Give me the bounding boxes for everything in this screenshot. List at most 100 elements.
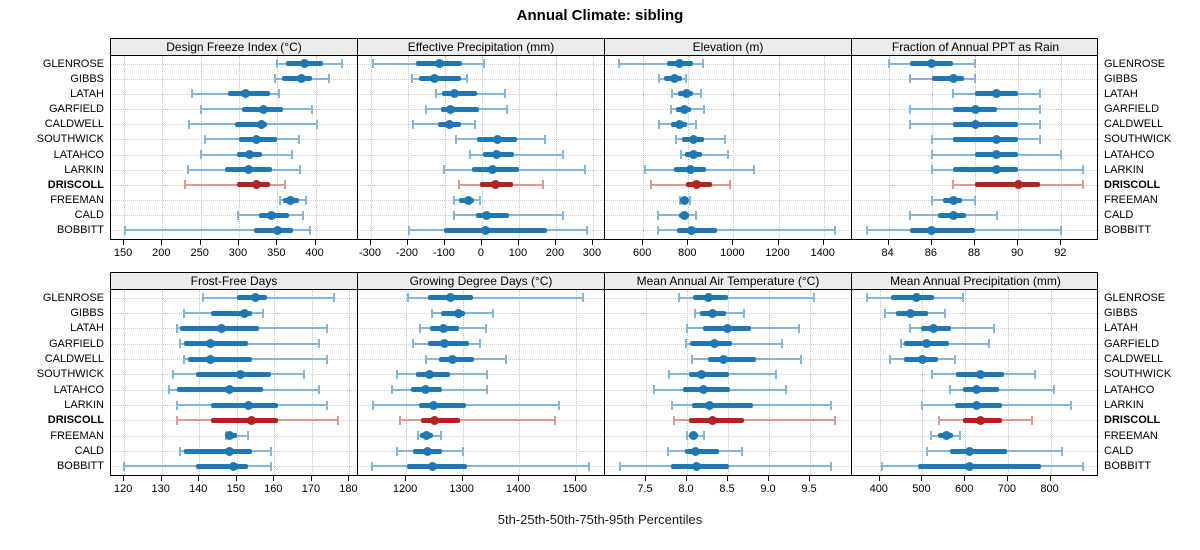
median-dot: [434, 59, 444, 69]
axis-tick: [405, 476, 407, 481]
interquartile-bar: [184, 341, 249, 347]
axis-tick: [123, 476, 125, 481]
median-dot: [422, 431, 432, 441]
site-label-right: LATAH: [1104, 322, 1138, 335]
median-dot: [251, 293, 261, 303]
axis-tick-label: 1300: [449, 483, 474, 495]
axis-tick-label: 180: [339, 483, 358, 495]
grid-line-horizontal: [852, 435, 1099, 437]
grid-line-vertical: [688, 56, 690, 238]
median-dot: [206, 339, 216, 349]
interquartile-bar: [195, 463, 249, 469]
grid-line-vertical: [965, 290, 967, 474]
median-dot: [722, 323, 732, 333]
whisker-cap-low: [644, 165, 647, 175]
median-dot: [689, 431, 699, 441]
grid-line-vertical: [370, 56, 372, 238]
whisker-cap-high: [544, 134, 547, 144]
whisker-cap-low: [454, 134, 457, 144]
axis-tick-label: 9.5: [801, 483, 817, 495]
axis-tick: [443, 240, 445, 245]
plot-row: [110, 56, 1099, 240]
whisker-cap-low: [900, 339, 903, 349]
whisker-cap-low: [952, 89, 955, 99]
median-dot: [481, 225, 491, 235]
whisker-cap-high: [310, 104, 313, 114]
grid-line-vertical: [975, 56, 976, 238]
whisker-cap-high: [290, 150, 293, 160]
whisker-cap-high: [247, 431, 250, 441]
whisker-cap-low: [175, 323, 178, 333]
interquartile-bar: [953, 167, 1019, 173]
panel-plot: [358, 290, 605, 475]
grid-line-vertical: [643, 56, 645, 238]
grid-line-vertical: [823, 56, 825, 238]
grid-line-horizontal: [605, 215, 851, 217]
axis-tick-label: 600: [954, 483, 974, 495]
median-dot: [430, 74, 440, 84]
axis-tick-label: 350: [267, 247, 286, 259]
grid-line-vertical: [646, 290, 647, 474]
axis-tick-label: 200: [152, 247, 171, 259]
site-label-left: CALD: [74, 209, 104, 222]
panel-plot: [852, 56, 1099, 239]
whisker-cap-low: [887, 59, 890, 69]
whisker-cap-high: [752, 165, 755, 175]
median-dot: [285, 195, 295, 205]
axis-tick: [348, 476, 350, 481]
median-dot: [719, 354, 729, 364]
whisker-cap-low: [866, 225, 869, 235]
whisker-cap-high: [1060, 446, 1063, 456]
whisker-cap-high: [269, 461, 272, 471]
whisker-cap-high: [688, 195, 691, 205]
percentile-whisker: [469, 153, 564, 156]
median-dot: [688, 150, 698, 160]
interquartile-bar: [176, 387, 264, 393]
percentile-whisker: [680, 153, 729, 156]
whisker-cap-high: [1060, 150, 1063, 160]
whisker-cap-low: [202, 293, 204, 303]
median-dot: [224, 385, 234, 395]
median-dot: [429, 415, 439, 425]
whisker-cap-high: [1038, 119, 1041, 129]
whisker-cap-low: [237, 210, 240, 220]
median-dot: [421, 385, 431, 395]
median-dot: [266, 210, 276, 220]
axis-tick: [878, 476, 880, 481]
interquartile-bar: [419, 76, 461, 82]
interquartile-bar: [440, 310, 466, 316]
site-label-left: DRISCOLL: [47, 414, 104, 427]
whisker-cap-high: [337, 415, 340, 425]
axis-tick: [314, 240, 316, 245]
site-label-left: LATAH: [70, 87, 104, 100]
percentile-whisker: [619, 62, 704, 65]
whisker-cap-low: [276, 59, 279, 69]
median-dot: [680, 210, 690, 220]
axis-tick: [809, 476, 810, 481]
median-dot: [300, 59, 310, 69]
axis-tick-label: 140: [189, 483, 208, 495]
panel-strip: Mean Annual Precipitation (mm): [890, 274, 1061, 288]
interquartile-bar: [444, 227, 548, 233]
median-dot: [491, 180, 501, 190]
median-dot: [463, 195, 473, 205]
percentile-whisker: [400, 419, 556, 422]
whisker-cap-low: [396, 446, 399, 456]
whisker-cap-low: [925, 446, 928, 456]
median-dot: [918, 354, 928, 364]
median-dot: [698, 385, 708, 395]
site-label-right: FREEMAN: [1104, 429, 1158, 442]
whisker-cap-high: [1038, 89, 1041, 99]
grid-line-horizontal: [852, 359, 1099, 360]
axis-tick: [822, 240, 824, 245]
median-dot: [707, 415, 717, 425]
percentile-whisker: [678, 296, 815, 299]
site-label-right: LATAHCO: [1104, 148, 1155, 161]
whisker-cap-high: [974, 195, 976, 205]
interquartile-bar: [950, 448, 1007, 454]
whisker-cap-high: [479, 195, 482, 205]
median-dot: [992, 89, 1002, 99]
whisker-cap-low: [371, 400, 374, 410]
whisker-cap-high: [702, 104, 705, 114]
